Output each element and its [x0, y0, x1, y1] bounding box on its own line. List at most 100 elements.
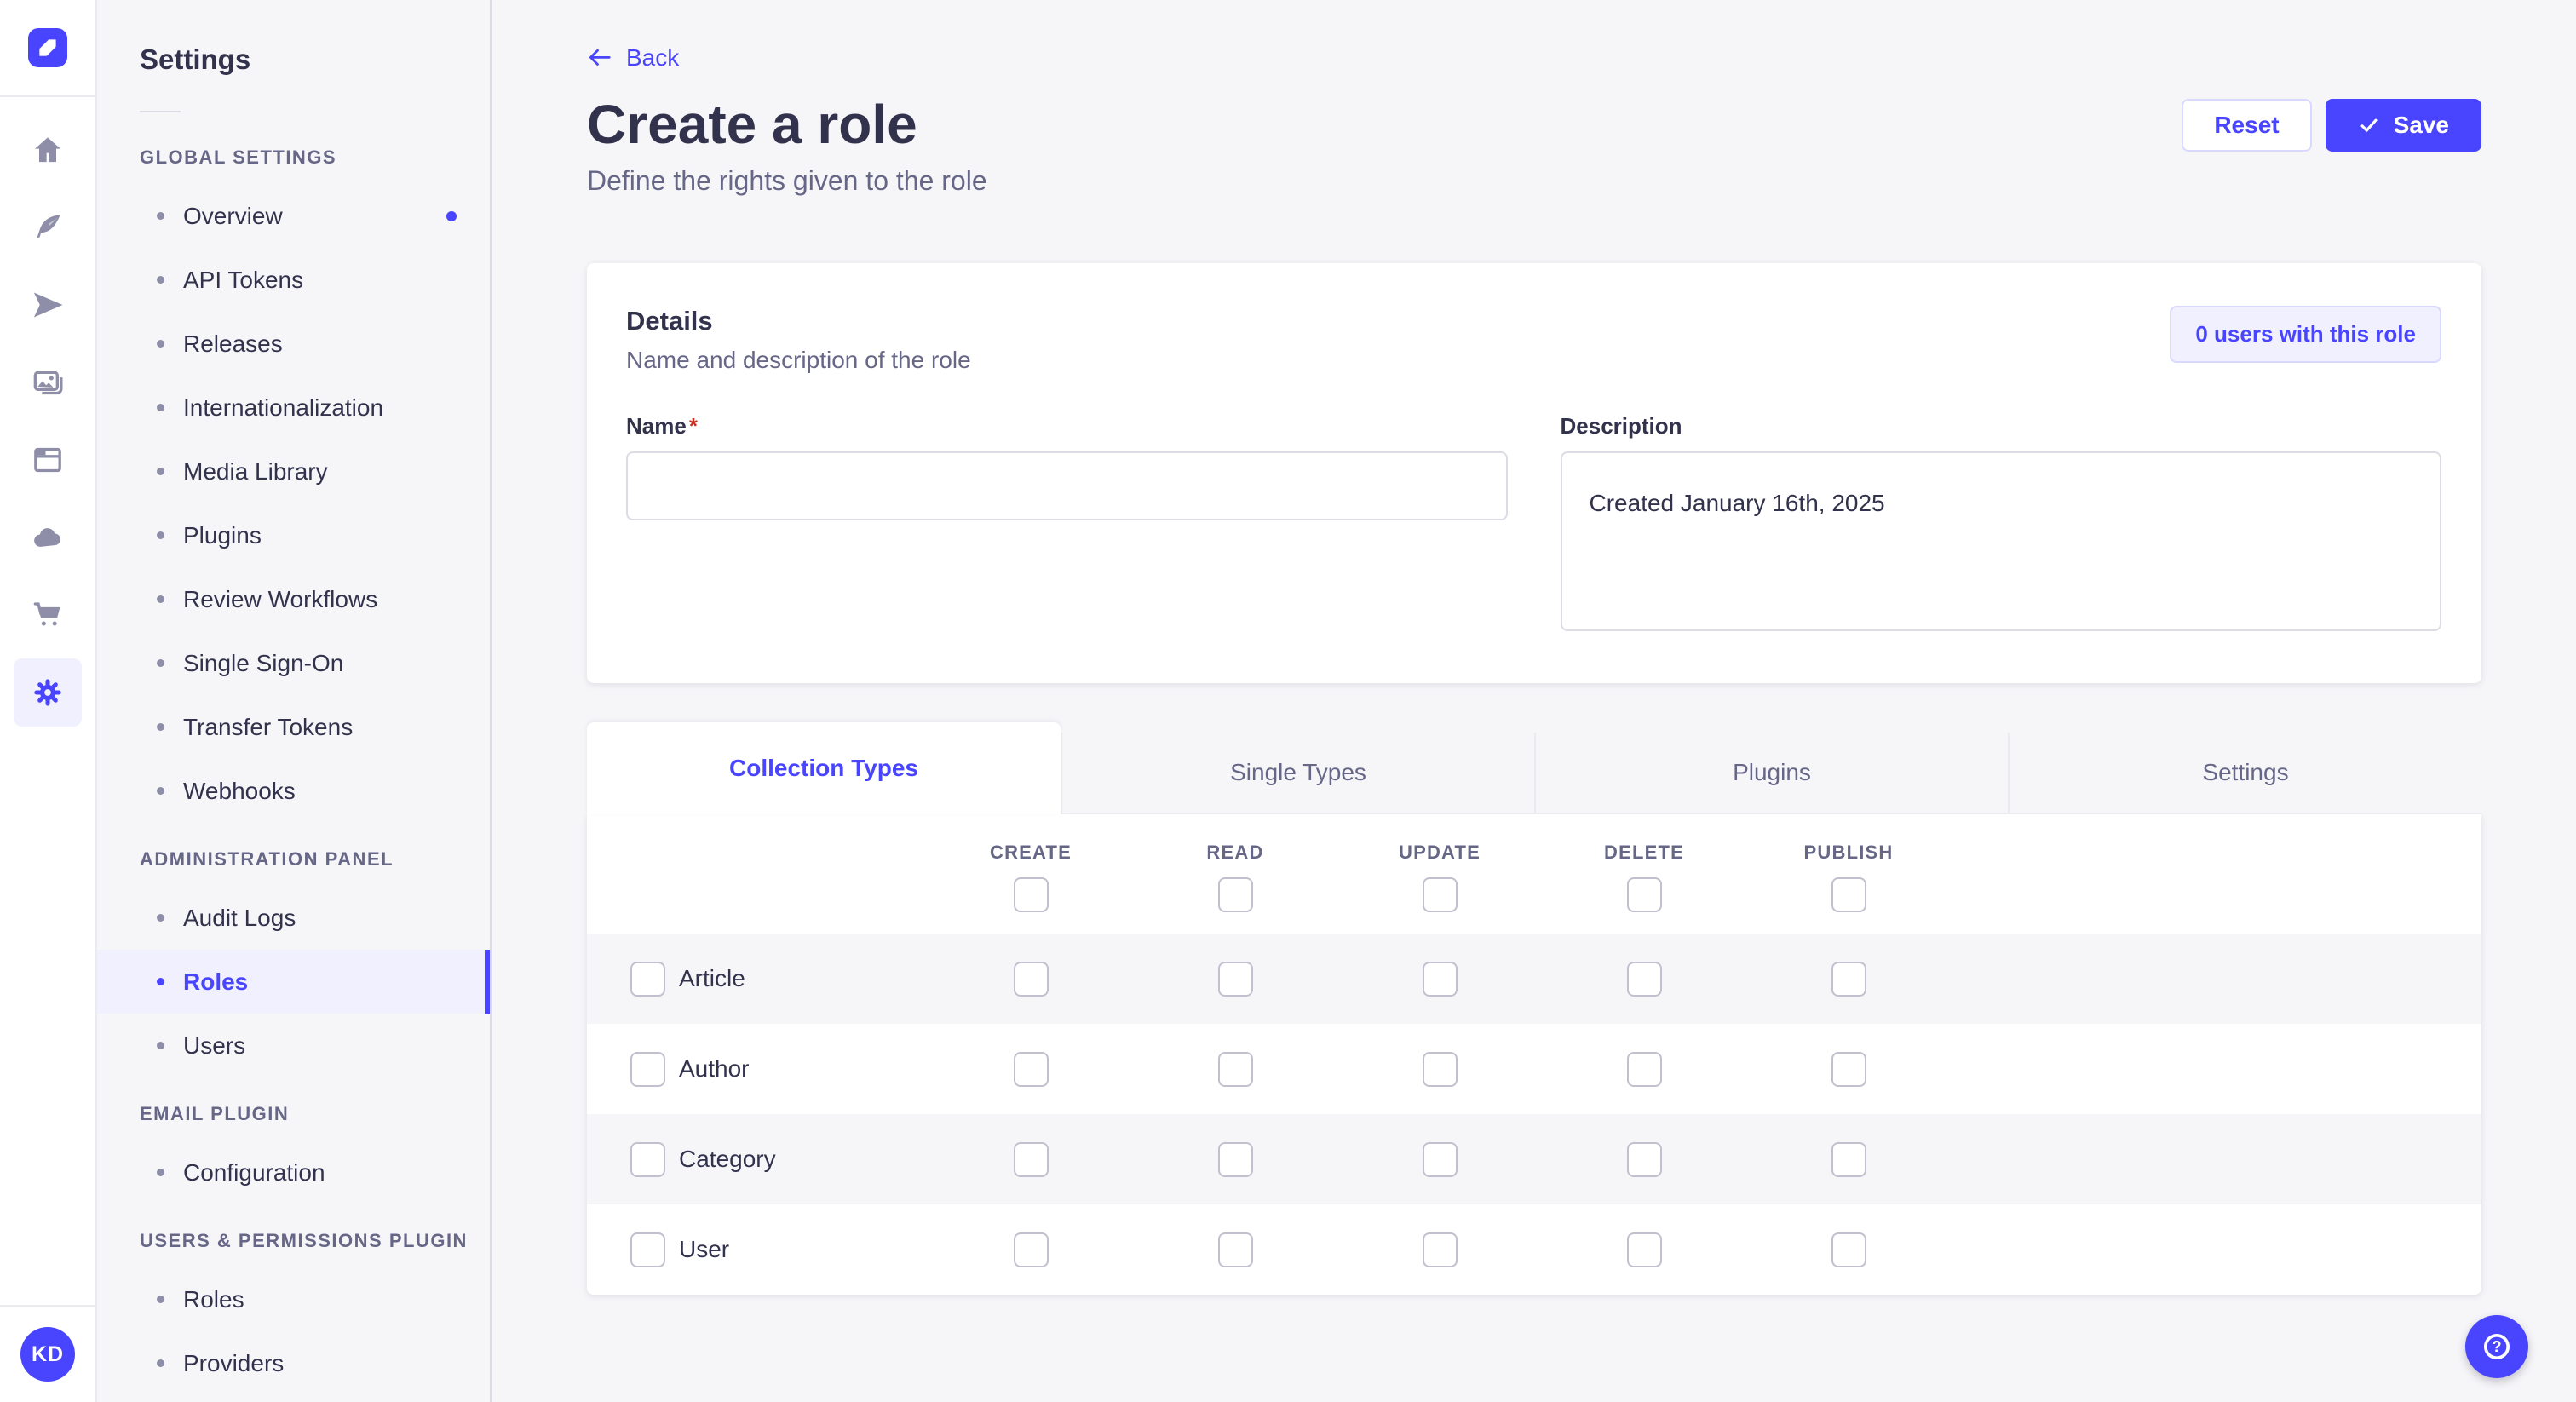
sidebar-item-roles[interactable]: Roles	[97, 950, 490, 1014]
select-all-update-checkbox[interactable]	[1422, 876, 1458, 912]
help-button[interactable]: ?	[2465, 1315, 2528, 1378]
author-delete-checkbox[interactable]	[1626, 1051, 1662, 1087]
row-user-checkbox[interactable]	[630, 1232, 665, 1267]
permissions-section: Collection Types Single Types Plugins Setti…	[587, 722, 2481, 1295]
sidebar-item-label: Roles	[183, 1285, 244, 1313]
author-read-checkbox[interactable]	[1217, 1051, 1253, 1087]
permission-cell	[1746, 1232, 1951, 1267]
required-mark: *	[688, 413, 698, 439]
deploy-cloud-icon[interactable]	[31, 520, 65, 554]
users-with-role-badge[interactable]: 0 users with this role	[2170, 306, 2441, 363]
sidebar-item-overview[interactable]: Overview	[97, 184, 490, 248]
tab-single-types[interactable]: Single Types	[1061, 733, 1534, 814]
sidebar-item-label: Overview	[183, 202, 283, 229]
content-manager-feather-icon[interactable]	[31, 210, 65, 244]
row-label-cell: User	[587, 1232, 929, 1267]
description-textarea[interactable]: Created January 16th, 2025	[1560, 451, 2441, 631]
sidebar-item-users[interactable]: Users	[97, 1014, 490, 1077]
select-all-delete-checkbox[interactable]	[1626, 876, 1662, 912]
article-publish-checkbox[interactable]	[1831, 961, 1866, 997]
row-category-checkbox[interactable]	[630, 1141, 665, 1177]
marketplace-cart-icon[interactable]	[31, 598, 65, 632]
sidebar-item-transfer-tokens[interactable]: Transfer Tokens	[97, 695, 490, 759]
bullet-icon	[157, 340, 164, 348]
tab-plugins[interactable]: Plugins	[1534, 733, 2008, 814]
user-read-checkbox[interactable]	[1217, 1232, 1253, 1267]
article-delete-checkbox[interactable]	[1626, 961, 1662, 997]
category-read-checkbox[interactable]	[1217, 1141, 1253, 1177]
category-create-checkbox[interactable]	[1013, 1141, 1049, 1177]
permissions-columns: CREATE READ UPDATE DELETE PUBLISH	[587, 814, 2481, 865]
settings-gear-icon[interactable]	[14, 658, 82, 727]
name-label-text: Name	[626, 413, 687, 439]
sidebar-item-roles[interactable]: Roles	[97, 1267, 490, 1331]
details-head: Details Name and description of the role…	[626, 306, 2441, 374]
user-update-checkbox[interactable]	[1422, 1232, 1458, 1267]
sidebar-section-label: ADMINISTRATION PANEL	[140, 848, 394, 870]
check-icon	[2360, 118, 2378, 132]
reset-button[interactable]: Reset	[2182, 99, 2312, 152]
back-link[interactable]: Back	[587, 44, 679, 72]
user-avatar[interactable]: KD	[20, 1327, 75, 1382]
sidebar-item-media-library[interactable]: Media Library	[97, 440, 490, 503]
sidebar-item-audit-logs[interactable]: Audit Logs	[97, 886, 490, 950]
sidebar-item-review-workflows[interactable]: Review Workflows	[97, 567, 490, 631]
permissions-tabs: Collection Types Single Types Plugins Setti…	[587, 722, 2481, 814]
save-button[interactable]: Save	[2325, 99, 2481, 152]
author-update-checkbox[interactable]	[1422, 1051, 1458, 1087]
select-all-create-checkbox[interactable]	[1013, 876, 1049, 912]
sidebar-item-api-tokens[interactable]: API Tokens	[97, 248, 490, 312]
bullet-icon	[157, 404, 164, 411]
table-row-user: User	[587, 1204, 2481, 1295]
row-article-checkbox[interactable]	[630, 961, 665, 997]
category-update-checkbox[interactable]	[1422, 1141, 1458, 1177]
user-publish-checkbox[interactable]	[1831, 1232, 1866, 1267]
permission-cell	[1746, 1051, 1951, 1087]
main-content: Back Create a role Define the rights giv…	[492, 0, 2576, 1402]
name-input[interactable]	[626, 451, 1508, 520]
permission-cell	[1337, 1051, 1542, 1087]
content-type-builder-layout-icon[interactable]	[31, 443, 65, 477]
media-library-images-icon[interactable]	[31, 365, 65, 399]
permission-cell	[1133, 1051, 1337, 1087]
releases-send-icon[interactable]	[31, 288, 65, 322]
article-read-checkbox[interactable]	[1217, 961, 1253, 997]
user-create-checkbox[interactable]	[1013, 1232, 1049, 1267]
save-label: Save	[2393, 112, 2449, 138]
select-all-cell	[929, 876, 1133, 912]
author-publish-checkbox[interactable]	[1831, 1051, 1866, 1087]
sidebar-item-configuration[interactable]: Configuration	[97, 1141, 490, 1204]
tab-collection-types[interactable]: Collection Types	[587, 722, 1061, 814]
header-actions: Reset Save	[2182, 99, 2481, 152]
bullet-icon	[157, 787, 164, 795]
sidebar-item-plugins[interactable]: Plugins	[97, 503, 490, 567]
sidebar-item-releases[interactable]: Releases	[97, 312, 490, 376]
select-all-publish-checkbox[interactable]	[1831, 876, 1866, 912]
row-label: Category	[679, 1146, 776, 1172]
author-create-checkbox[interactable]	[1013, 1051, 1049, 1087]
row-label: User	[679, 1236, 730, 1262]
sidebar-item-providers[interactable]: Providers	[97, 1331, 490, 1395]
category-publish-checkbox[interactable]	[1831, 1141, 1866, 1177]
sidebar-item-single-sign-on[interactable]: Single Sign-On	[97, 631, 490, 695]
row-author-checkbox[interactable]	[630, 1051, 665, 1087]
home-icon[interactable]	[31, 133, 65, 167]
select-all-read-checkbox[interactable]	[1217, 876, 1253, 912]
category-delete-checkbox[interactable]	[1626, 1141, 1662, 1177]
sidebar-title: Settings	[140, 43, 251, 75]
permission-cell	[929, 1141, 1133, 1177]
row-label-cell: Article	[587, 961, 929, 997]
sidebar-item-label: Internationalization	[183, 394, 384, 421]
user-delete-checkbox[interactable]	[1626, 1232, 1662, 1267]
tab-settings[interactable]: Settings	[2008, 733, 2481, 814]
article-create-checkbox[interactable]	[1013, 961, 1049, 997]
article-update-checkbox[interactable]	[1422, 961, 1458, 997]
column-header-label: CREATE	[989, 842, 1072, 863]
column-header-label: READ	[1206, 842, 1264, 863]
sidebar-item-internationalization[interactable]: Internationalization	[97, 376, 490, 440]
strapi-logo[interactable]	[28, 28, 67, 67]
bullet-icon	[157, 1296, 164, 1303]
sidebar-item-webhooks[interactable]: Webhooks	[97, 759, 490, 823]
row-label-cell: Author	[587, 1051, 929, 1087]
